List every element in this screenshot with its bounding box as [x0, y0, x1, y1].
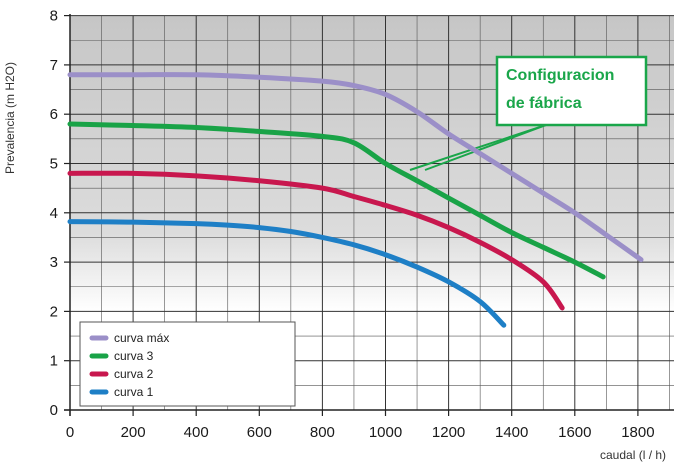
y-tick-label: 4 [50, 205, 58, 222]
y-tick-label: 0 [50, 402, 58, 419]
annotation-line-2: de fábrica [506, 95, 582, 112]
y-tick-label: 8 [50, 8, 58, 25]
y-tick-label: 2 [50, 303, 58, 320]
annotation-box-frame [495, 55, 648, 127]
y-tick-label: 6 [50, 106, 58, 123]
y-tick-label: 1 [50, 353, 58, 370]
legend-label-curva-1: curva 1 [114, 385, 154, 399]
series-line-curva-3 [67, 121, 606, 280]
y-tick-labels: 0 1 2 3 4 5 6 7 8 [50, 8, 58, 419]
legend-label-curva-3: curva 3 [114, 349, 154, 363]
y-axis-label: Prevalencia (m H2O) [3, 62, 17, 174]
series-line-curva-1 [67, 219, 507, 328]
x-tick-labels: 0 200 400 600 800 1000 1200 1400 1600 1800 [66, 424, 655, 441]
annotation-leader-line [424, 124, 547, 171]
y-tick-label: 5 [50, 156, 58, 173]
x-tick-label: 1200 [432, 424, 465, 441]
series-line-curva-2 [67, 170, 565, 311]
legend-frame [79, 321, 296, 407]
x-tick-label: 1000 [369, 424, 402, 441]
y-tick-label: 3 [50, 254, 58, 271]
x-axis-label: caudal (l / h) [600, 448, 666, 462]
annotation-leader-lines [409, 124, 547, 171]
series-line-curva-m-x [67, 72, 644, 263]
axes [64, 14, 674, 416]
x-tick-label: 600 [247, 424, 272, 441]
x-tick-label: 1800 [621, 424, 654, 441]
legend-label-curva-m-x: curva máx [114, 331, 169, 345]
y-tick-label: 7 [50, 57, 58, 74]
annotation-line-1: Configuracion [506, 67, 614, 84]
x-tick-label: 800 [310, 424, 335, 441]
x-tick-label: 1400 [495, 424, 528, 441]
x-tick-label: 1600 [558, 424, 591, 441]
x-tick-label: 200 [121, 424, 146, 441]
x-tick-label: 400 [184, 424, 209, 441]
legend-label-curva-2: curva 2 [114, 367, 154, 381]
legend: curva máx curva 3 curva 2 curva 1 [79, 321, 296, 407]
series-lines [67, 72, 644, 328]
x-tick-label: 0 [66, 424, 74, 441]
annotation-box: Configuracion de fábrica [495, 55, 648, 127]
